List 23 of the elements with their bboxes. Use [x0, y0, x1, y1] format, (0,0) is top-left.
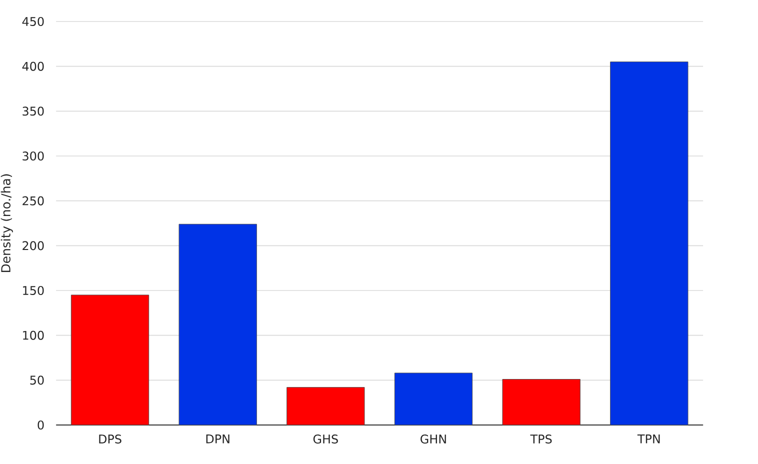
x-tick-label: GHN: [420, 434, 446, 444]
y-tick-label: 400: [22, 62, 44, 71]
x-tick-label: GHS: [313, 434, 338, 444]
bar: [178, 224, 257, 426]
x-tick-label: TPS: [530, 434, 552, 444]
x-tick-label: DPN: [206, 434, 230, 444]
y-tick-label: 350: [22, 106, 44, 116]
x-tick-label: TPN: [637, 434, 660, 444]
y-tick-label: 50: [30, 376, 44, 385]
bar: [70, 294, 150, 426]
y-tick-label: 300: [22, 151, 44, 161]
y-tick-label: 0: [38, 420, 44, 430]
bar: [502, 379, 580, 426]
bar: [394, 372, 473, 426]
y-axis-title: Density (no./ha): [0, 174, 13, 272]
y-tick-label: 200: [22, 241, 44, 250]
y-tick-label: 100: [23, 330, 44, 340]
x-tick-label: DPS: [99, 434, 122, 444]
y-tick-label: 450: [22, 16, 44, 26]
y-tick-label: 250: [22, 196, 44, 206]
bar: [610, 62, 688, 426]
bar: [286, 387, 365, 426]
y-tick-label: 150: [23, 286, 44, 296]
